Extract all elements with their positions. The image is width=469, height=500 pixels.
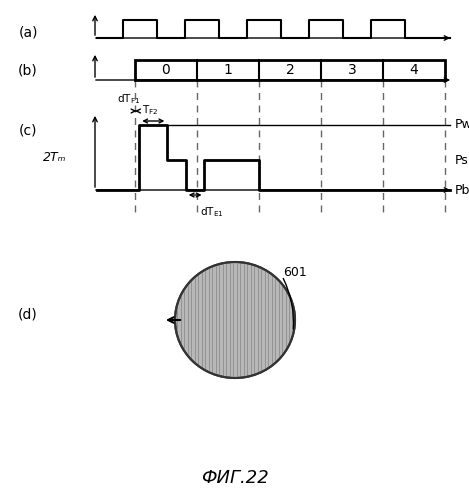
Text: T$_{\rm F2}$: T$_{\rm F2}$ bbox=[142, 103, 159, 117]
Text: 3: 3 bbox=[348, 63, 356, 77]
Text: (b): (b) bbox=[18, 63, 38, 77]
Text: (a): (a) bbox=[18, 26, 38, 40]
Ellipse shape bbox=[175, 262, 295, 378]
Text: ФИГ.22: ФИГ.22 bbox=[201, 469, 269, 487]
Text: dT$_{\rm E1}$: dT$_{\rm E1}$ bbox=[200, 205, 224, 219]
Text: 2Tₘ: 2Tₘ bbox=[43, 151, 67, 164]
Text: Pb: Pb bbox=[455, 184, 469, 196]
Text: Ps: Ps bbox=[455, 154, 469, 166]
Text: 1: 1 bbox=[224, 63, 233, 77]
Text: dT$_{\rm F1}$: dT$_{\rm F1}$ bbox=[117, 92, 140, 106]
Text: 601: 601 bbox=[283, 266, 307, 278]
Text: (d): (d) bbox=[18, 308, 38, 322]
Text: 2: 2 bbox=[286, 63, 295, 77]
Bar bbox=[135, 60, 445, 80]
Text: (c): (c) bbox=[19, 123, 37, 137]
Text: 4: 4 bbox=[409, 63, 418, 77]
Text: 0: 0 bbox=[162, 63, 170, 77]
Text: Pw: Pw bbox=[455, 118, 469, 132]
